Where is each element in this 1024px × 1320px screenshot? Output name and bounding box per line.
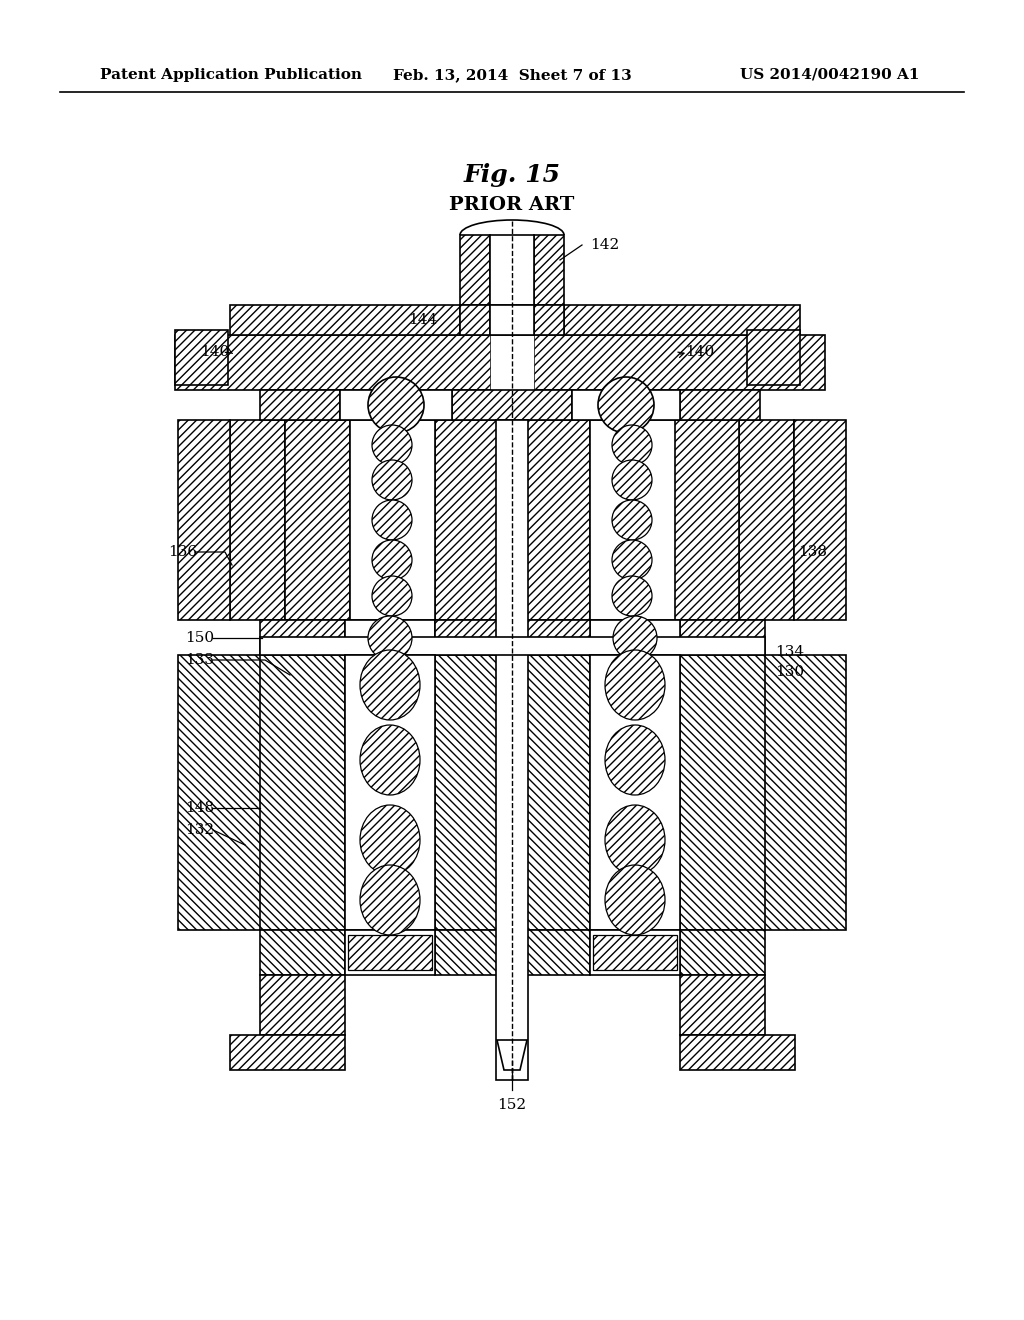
Bar: [175, 330, 228, 385]
Bar: [564, 305, 800, 335]
Ellipse shape: [360, 725, 420, 795]
Ellipse shape: [605, 865, 665, 935]
Bar: [435, 655, 590, 931]
Text: PRIOR ART: PRIOR ART: [450, 195, 574, 214]
Bar: [230, 1035, 345, 1071]
Text: Feb. 13, 2014  Sheet 7 of 13: Feb. 13, 2014 Sheet 7 of 13: [392, 69, 632, 82]
Ellipse shape: [360, 805, 420, 875]
Circle shape: [612, 500, 652, 540]
Bar: [680, 389, 760, 420]
Bar: [590, 931, 680, 975]
Text: 144: 144: [408, 313, 437, 327]
Bar: [490, 335, 534, 389]
Polygon shape: [497, 1040, 527, 1071]
Text: 140: 140: [200, 345, 229, 359]
Circle shape: [612, 540, 652, 579]
Bar: [590, 420, 675, 620]
Bar: [794, 420, 846, 620]
Bar: [680, 655, 765, 931]
Circle shape: [612, 425, 652, 465]
Bar: [680, 931, 765, 975]
Circle shape: [372, 459, 412, 500]
Circle shape: [372, 425, 412, 465]
Bar: [746, 330, 800, 385]
Bar: [230, 305, 460, 335]
Bar: [744, 655, 846, 931]
Bar: [490, 235, 534, 305]
Circle shape: [372, 576, 412, 616]
Bar: [534, 305, 564, 335]
Circle shape: [372, 500, 412, 540]
Text: 132: 132: [185, 822, 214, 837]
Bar: [572, 389, 680, 420]
Bar: [460, 305, 490, 335]
Bar: [178, 420, 230, 620]
Circle shape: [368, 616, 412, 660]
Text: 136: 136: [168, 545, 198, 558]
Bar: [739, 420, 794, 620]
Bar: [674, 420, 739, 620]
Bar: [260, 620, 345, 655]
Text: 148: 148: [185, 801, 214, 814]
Bar: [178, 655, 280, 931]
Circle shape: [368, 378, 424, 433]
Circle shape: [612, 576, 652, 616]
Bar: [452, 389, 572, 420]
Circle shape: [612, 459, 652, 500]
Bar: [260, 655, 345, 931]
Bar: [285, 420, 350, 620]
Bar: [534, 235, 564, 305]
Bar: [348, 935, 432, 970]
Bar: [590, 655, 680, 931]
Bar: [230, 420, 285, 620]
Bar: [680, 1035, 795, 1071]
Bar: [175, 335, 825, 389]
Ellipse shape: [605, 649, 665, 719]
Text: 150: 150: [185, 631, 214, 645]
Ellipse shape: [360, 865, 420, 935]
Text: 133: 133: [185, 653, 214, 667]
Text: 152: 152: [498, 1098, 526, 1111]
Text: US 2014/0042190 A1: US 2014/0042190 A1: [740, 69, 920, 82]
Text: 138: 138: [798, 545, 827, 558]
Bar: [496, 420, 528, 1080]
Bar: [435, 420, 590, 620]
Text: Fig. 15: Fig. 15: [464, 162, 560, 187]
Bar: [260, 975, 345, 1035]
Bar: [340, 389, 452, 420]
Ellipse shape: [360, 649, 420, 719]
Bar: [490, 305, 534, 335]
Circle shape: [598, 378, 654, 433]
Text: Patent Application Publication: Patent Application Publication: [100, 69, 362, 82]
Bar: [590, 620, 680, 655]
Bar: [593, 935, 677, 970]
Circle shape: [613, 616, 657, 660]
Bar: [680, 975, 765, 1035]
Bar: [680, 620, 765, 655]
Bar: [345, 620, 435, 655]
Text: 130: 130: [775, 665, 804, 678]
Bar: [435, 931, 590, 975]
Bar: [460, 235, 490, 305]
Bar: [260, 638, 765, 655]
Text: 140: 140: [685, 345, 715, 359]
Bar: [260, 931, 345, 975]
Circle shape: [372, 540, 412, 579]
Text: 142: 142: [590, 238, 620, 252]
Text: 134: 134: [775, 645, 804, 659]
Ellipse shape: [605, 805, 665, 875]
Ellipse shape: [605, 725, 665, 795]
Bar: [350, 420, 435, 620]
Bar: [260, 389, 340, 420]
Bar: [345, 931, 435, 975]
Bar: [345, 655, 435, 931]
Bar: [435, 620, 590, 655]
